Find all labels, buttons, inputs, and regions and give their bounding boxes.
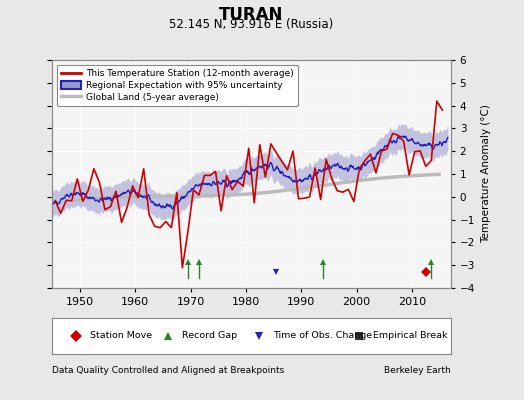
- Text: 52.145 N, 93.916 E (Russia): 52.145 N, 93.916 E (Russia): [169, 18, 334, 31]
- Text: Station Move: Station Move: [90, 332, 152, 340]
- Text: Time of Obs. Change: Time of Obs. Change: [274, 332, 373, 340]
- Text: TURAN: TURAN: [220, 6, 283, 24]
- Legend: This Temperature Station (12-month average), Regional Expectation with 95% uncer: This Temperature Station (12-month avera…: [57, 64, 298, 106]
- Y-axis label: Temperature Anomaly (°C): Temperature Anomaly (°C): [481, 104, 490, 244]
- Text: Berkeley Earth: Berkeley Earth: [384, 366, 451, 375]
- Text: Data Quality Controlled and Aligned at Breakpoints: Data Quality Controlled and Aligned at B…: [52, 366, 285, 375]
- Text: Record Gap: Record Gap: [182, 332, 237, 340]
- Text: Empirical Break: Empirical Break: [373, 332, 447, 340]
